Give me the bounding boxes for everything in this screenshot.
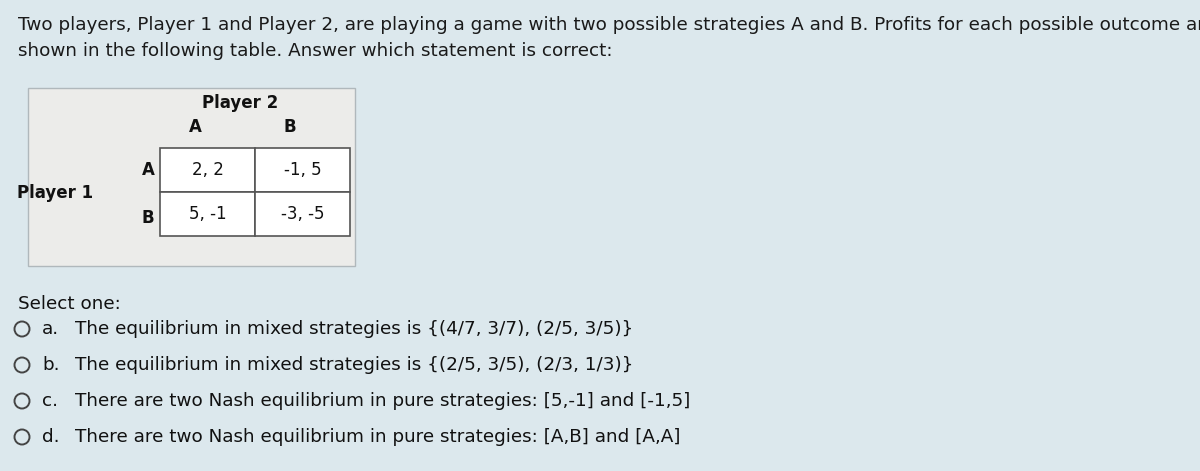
Bar — [160, 192, 256, 236]
Bar — [256, 148, 350, 192]
Text: a.: a. — [42, 320, 59, 338]
Text: d.: d. — [42, 428, 60, 446]
Text: -3, -5: -3, -5 — [281, 205, 324, 223]
Text: The equilibrium in mixed strategies is {(4/7, 3/7), (2/5, 3/5)}: The equilibrium in mixed strategies is {… — [74, 320, 634, 338]
Text: b.: b. — [42, 356, 60, 374]
Text: B: B — [142, 209, 155, 227]
Text: 2, 2: 2, 2 — [192, 161, 223, 179]
Text: 5, -1: 5, -1 — [188, 205, 227, 223]
Text: B: B — [283, 118, 296, 136]
Text: Select one:: Select one: — [18, 295, 121, 313]
Text: There are two Nash equilibrium in pure strategies: [A,B] and [A,A]: There are two Nash equilibrium in pure s… — [74, 428, 680, 446]
FancyBboxPatch shape — [28, 88, 355, 266]
Text: A: A — [188, 118, 202, 136]
Text: -1, 5: -1, 5 — [283, 161, 322, 179]
Text: Two players, Player 1 and Player 2, are playing a game with two possible strateg: Two players, Player 1 and Player 2, are … — [18, 16, 1200, 34]
Bar — [256, 192, 350, 236]
Text: c.: c. — [42, 392, 58, 410]
Text: shown in the following table. Answer which statement is correct:: shown in the following table. Answer whi… — [18, 42, 612, 60]
Text: Player 1: Player 1 — [17, 184, 94, 202]
Text: There are two Nash equilibrium in pure strategies: [5,-1] and [-1,5]: There are two Nash equilibrium in pure s… — [74, 392, 690, 410]
Text: Player 2: Player 2 — [202, 94, 278, 112]
Text: The equilibrium in mixed strategies is {(2/5, 3/5), (2/3, 1/3)}: The equilibrium in mixed strategies is {… — [74, 356, 634, 374]
Bar — [160, 148, 256, 192]
Text: A: A — [142, 161, 155, 179]
